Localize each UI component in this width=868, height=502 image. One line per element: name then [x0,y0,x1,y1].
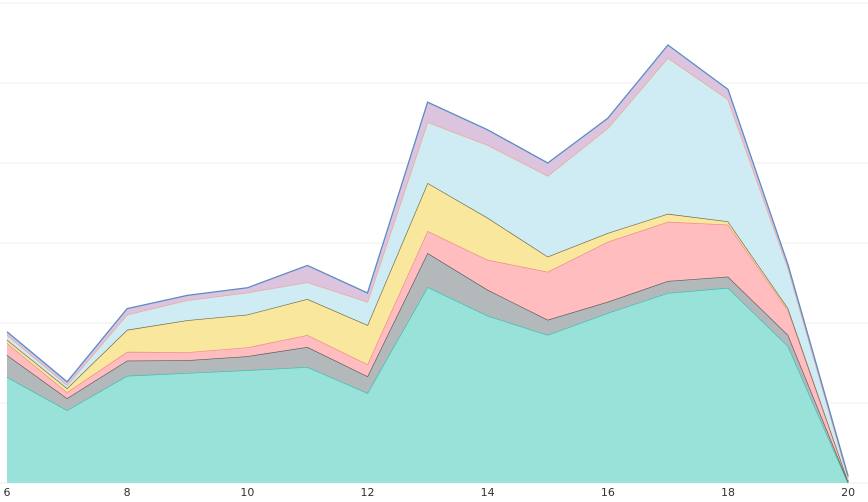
area [7,253,849,483]
x-tick-label: 20 [841,486,855,499]
x-tick-label: 14 [481,486,495,499]
x-tick-label: 18 [721,486,735,499]
area [7,287,849,483]
x-tick-label: 16 [601,486,615,499]
x-tick-label: 10 [240,486,254,499]
area [7,183,849,482]
area [7,57,849,482]
area-line [6,44,849,477]
x-tick-label: 6 [4,486,11,499]
x-tick-label: 12 [361,486,375,499]
x-tick-label: 8 [124,486,131,499]
area [7,221,849,483]
